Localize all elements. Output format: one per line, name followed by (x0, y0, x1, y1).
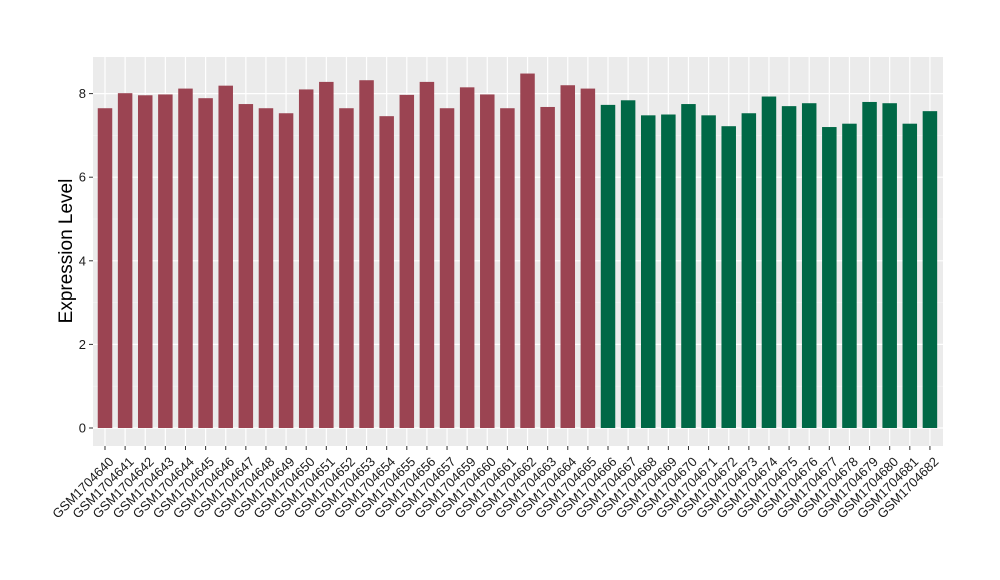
bar-GSM1704677 (822, 127, 837, 428)
bar-GSM1704670 (681, 104, 696, 429)
bar-GSM1704673 (741, 113, 757, 428)
bar-GSM1704654 (379, 116, 394, 428)
y-tick-label: 8 (79, 86, 86, 101)
bar-GSM1704645 (198, 98, 213, 428)
bar-GSM1704679 (862, 101, 877, 429)
bar-GSM1704675 (781, 106, 797, 428)
bar-GSM1704655 (399, 94, 415, 428)
bar-GSM1704665 (580, 88, 596, 429)
bar-GSM1704649 (278, 113, 294, 428)
bars-group (97, 73, 938, 429)
x-axis: GSM1704640GSM1704641GSM1704642GSM1704643… (49, 446, 941, 521)
bar-GSM1704648 (258, 108, 274, 428)
bar-GSM1704640 (97, 108, 113, 428)
bar-GSM1704656 (419, 81, 435, 429)
bar-GSM1704659 (459, 87, 475, 428)
bar-GSM1704672 (721, 126, 736, 428)
bar-GSM1704642 (137, 95, 153, 428)
bar-GSM1704652 (339, 108, 354, 428)
bar-GSM1704647 (238, 104, 254, 429)
bar-GSM1704643 (158, 94, 173, 428)
bar-GSM1704663 (540, 106, 555, 428)
bar-GSM1704657 (439, 108, 455, 428)
bar-GSM1704646 (218, 85, 233, 429)
bar-GSM1704682 (922, 111, 938, 428)
y-axis-label: Expression Level (56, 179, 77, 324)
bar-GSM1704668 (640, 115, 656, 428)
bar-GSM1704667 (620, 100, 636, 429)
bar-GSM1704666 (600, 104, 616, 429)
bar-GSM1704661 (500, 108, 515, 428)
y-axis: 0 2 4 6 8 (79, 86, 93, 436)
bar-GSM1704653 (359, 80, 374, 428)
bar-GSM1704669 (661, 114, 676, 428)
bar-GSM1704674 (761, 96, 777, 428)
bar-GSM1704664 (560, 85, 576, 429)
bar-GSM1704678 (842, 123, 857, 429)
bar-GSM1704651 (319, 81, 334, 429)
y-tick-label: 2 (79, 337, 86, 352)
bar-GSM1704676 (801, 103, 817, 429)
y-tick-label: 4 (79, 253, 86, 268)
bar-GSM1704641 (117, 93, 133, 428)
bar-GSM1704671 (701, 115, 716, 428)
bar-GSM1704681 (902, 123, 918, 429)
y-tick-label: 6 (79, 170, 86, 185)
bar-GSM1704680 (882, 103, 897, 429)
y-tick-label: 0 (79, 421, 86, 436)
bar-GSM1704660 (480, 94, 495, 428)
bar-GSM1704650 (298, 89, 314, 429)
bar-GSM1704644 (178, 88, 193, 429)
bar-GSM1704662 (520, 73, 535, 428)
plot-background (93, 57, 943, 446)
